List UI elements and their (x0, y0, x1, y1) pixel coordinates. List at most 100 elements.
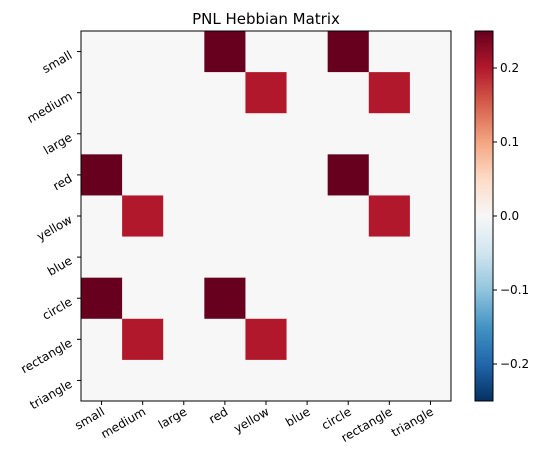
y-tick-label-triangle: triangle (27, 377, 74, 412)
colorbar-tick-label: −0.1 (500, 283, 529, 297)
heatmap-cell-triangle-small (81, 359, 123, 402)
heatmap-cell-medium-large (163, 72, 205, 114)
y-tick-label-medium: medium (25, 89, 75, 126)
heatmap-cell-blue-large (163, 236, 205, 279)
heatmap-cell-large-large (163, 113, 205, 155)
heatmap-cell-large-rectangle (368, 113, 411, 155)
heatmap-cell-circle-yellow (245, 277, 288, 320)
heatmap-cell-triangle-blue (286, 359, 329, 402)
heatmap-cell-circle-red (204, 277, 246, 320)
colorbar-tick-label: 0.1 (500, 135, 519, 149)
heatmap-cell-yellow-triangle (409, 195, 452, 238)
heatmap-cell-circle-small (81, 277, 123, 320)
heatmap-cell-circle-large (163, 277, 205, 320)
heatmap-cell-red-blue (286, 154, 329, 196)
y-tick-label-blue: blue (45, 254, 74, 279)
heatmap-cell-rectangle-medium (122, 318, 164, 361)
colorbar-tick-label: 0.2 (500, 61, 519, 75)
heatmap-cell-circle-circle (327, 277, 370, 320)
y-tick-label-red: red (50, 171, 74, 193)
heatmap-cell-rectangle-rectangle (368, 318, 411, 361)
heatmap-cell-medium-rectangle (368, 72, 411, 114)
heatmap-cell-medium-red (204, 72, 246, 114)
heatmap-cell-large-triangle (409, 113, 452, 155)
heatmap-cell-small-blue (286, 31, 329, 73)
x-tick-label-yellow: yellow (231, 404, 271, 435)
y-tick-label-yellow: yellow (34, 212, 74, 243)
heatmap-cell-triangle-medium (122, 359, 164, 402)
heatmap-cell-blue-yellow (245, 236, 288, 279)
heatmap-cell-rectangle-triangle (409, 318, 452, 361)
heatmap-cell-triangle-rectangle (368, 359, 411, 402)
heatmap-cell-large-yellow (245, 113, 288, 155)
heatmap-cell-blue-circle (327, 236, 370, 279)
heatmap-cell-triangle-large (163, 359, 205, 402)
heatmap-cell-small-circle (327, 31, 370, 73)
heatmap-cell-rectangle-circle (327, 318, 370, 361)
heatmap-cell-circle-rectangle (368, 277, 411, 320)
heatmap-cell-red-triangle (409, 154, 452, 196)
heatmap-cell-rectangle-large (163, 318, 205, 361)
heatmap-cell-rectangle-small (81, 318, 123, 361)
x-tick-label-triangle: triangle (389, 404, 436, 439)
heatmap-cell-yellow-large (163, 195, 205, 238)
heatmap-cell-large-blue (286, 113, 329, 155)
colorbar-tick-label: 0.0 (500, 209, 519, 223)
heatmap-cell-large-red (204, 113, 246, 155)
heatmap-cell-red-red (204, 154, 246, 196)
heatmap-cell-circle-medium (122, 277, 164, 320)
heatmap-cell-yellow-yellow (245, 195, 288, 238)
heatmap-cell-red-small (81, 154, 123, 196)
heatmap-cell-small-triangle (409, 31, 452, 73)
heatmap-cell-small-small (81, 31, 123, 73)
y-tick-label-rectangle: rectangle (18, 336, 74, 376)
heatmap-cell-medium-blue (286, 72, 329, 114)
heatmap-cell-medium-triangle (409, 72, 452, 114)
heatmap-cell-triangle-red (204, 359, 246, 402)
heatmap-cell-medium-medium (122, 72, 164, 114)
heatmap-cell-small-yellow (245, 31, 288, 73)
heatmap-cell-medium-circle (327, 72, 370, 114)
x-tick-label-medium: medium (98, 404, 148, 441)
heatmap-cell-blue-red (204, 236, 246, 279)
heatmap-cell-rectangle-blue (286, 318, 329, 361)
heatmap-cell-rectangle-red (204, 318, 246, 361)
heatmap-cell-yellow-circle (327, 195, 370, 238)
y-tick-label-large: large (41, 130, 74, 157)
colorbar-tick-label: −0.2 (500, 357, 529, 371)
heatmap-cell-medium-yellow (245, 72, 288, 114)
heatmap-cell-rectangle-yellow (245, 318, 288, 361)
heatmap-cell-red-medium (122, 154, 164, 196)
heatmap-cell-blue-medium (122, 236, 164, 279)
heatmap-cell-small-rectangle (368, 31, 411, 73)
y-tick-label-circle: circle (40, 295, 75, 323)
heatmap-cell-yellow-rectangle (368, 195, 411, 238)
heatmap-cell-small-red (204, 31, 246, 73)
heatmap-cell-blue-triangle (409, 236, 452, 279)
heatmap-cell-large-small (81, 113, 123, 155)
colorbar-ticks: −0.2 −0.1 0.0 0.1 0.2 (493, 61, 529, 371)
x-tick-label-blue: blue (283, 404, 312, 429)
heatmap-cell-triangle-triangle (409, 359, 452, 402)
heatmap-cell-red-yellow (245, 154, 288, 196)
y-axis-ticks: small medium large red yellow blue circle recta… (18, 48, 81, 412)
y-tick-label-small: small (40, 48, 75, 76)
heatmap-cell-red-large (163, 154, 205, 196)
colorbar (474, 30, 494, 402)
heatmap-cell-blue-small (81, 236, 123, 279)
heatmap-cell-large-circle (327, 113, 370, 155)
heatmap-cell-small-medium (122, 31, 164, 73)
heatmap-cell-triangle-circle (327, 359, 370, 402)
heatmap-cell-blue-blue (286, 236, 329, 279)
heatmap-cell-yellow-small (81, 195, 123, 238)
heatmap-cell-large-medium (122, 113, 164, 155)
heatmap-cell-red-circle (327, 154, 370, 196)
x-tick-label-red: red (206, 404, 230, 426)
heatmap-cell-red-rectangle (368, 154, 411, 196)
heatmap-cell-yellow-red (204, 195, 246, 238)
x-tick-label-large: large (156, 404, 189, 431)
heatmap-cells (81, 31, 452, 402)
chart-title: PNL Hebbian Matrix (192, 10, 340, 28)
